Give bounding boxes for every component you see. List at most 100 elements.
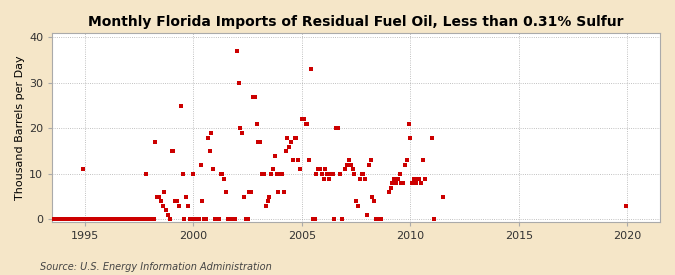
Point [141, 172, 152, 176]
Point [315, 167, 325, 172]
Point [275, 172, 286, 176]
Point [148, 217, 159, 222]
Point [65, 217, 76, 222]
Point [107, 217, 117, 222]
Point [96, 217, 107, 222]
Point [398, 181, 408, 185]
Y-axis label: Thousand Barrels per Day: Thousand Barrels per Day [15, 55, 25, 200]
Point [269, 153, 280, 158]
Point [233, 81, 244, 85]
Point [150, 140, 161, 144]
Point [412, 176, 423, 181]
Point [63, 217, 74, 222]
Point [123, 217, 134, 222]
Point [327, 172, 338, 176]
Point [356, 172, 367, 176]
Point [363, 163, 374, 167]
Point [173, 204, 184, 208]
Point [419, 176, 430, 181]
Point [105, 217, 115, 222]
Point [163, 213, 173, 217]
Point [280, 149, 291, 153]
Point [103, 217, 114, 222]
Point [322, 172, 333, 176]
Point [67, 217, 78, 222]
Point [277, 172, 288, 176]
Point [211, 217, 222, 222]
Point [199, 217, 210, 222]
Point [267, 167, 278, 172]
Point [134, 217, 144, 222]
Point [323, 176, 334, 181]
Point [213, 217, 224, 222]
Point [101, 217, 112, 222]
Title: Monthly Florida Imports of Residual Fuel Oil, Less than 0.31% Sulfur: Monthly Florida Imports of Residual Fuel… [88, 15, 624, 29]
Point [54, 217, 65, 222]
Point [371, 217, 381, 222]
Point [206, 131, 217, 135]
Point [51, 217, 61, 222]
Point [72, 217, 83, 222]
Point [391, 181, 402, 185]
Point [92, 217, 103, 222]
Point [410, 181, 421, 185]
Point [360, 176, 371, 181]
Point [83, 217, 94, 222]
Point [344, 158, 354, 163]
Point [253, 140, 264, 144]
Point [336, 217, 347, 222]
Point [429, 217, 439, 222]
Point [250, 94, 261, 99]
Point [320, 167, 331, 172]
Point [295, 167, 306, 172]
Point [221, 190, 232, 194]
Point [176, 103, 186, 108]
Point [427, 135, 437, 140]
Point [53, 217, 63, 222]
Point [157, 204, 168, 208]
Point [298, 117, 309, 122]
Point [389, 176, 400, 181]
Point [126, 217, 137, 222]
Point [309, 217, 320, 222]
Point [168, 149, 179, 153]
Point [186, 217, 197, 222]
Point [121, 217, 132, 222]
Point [256, 172, 267, 176]
Point [171, 199, 182, 204]
Point [61, 217, 72, 222]
Point [329, 217, 340, 222]
Point [402, 158, 412, 163]
Point [195, 163, 206, 167]
Point [318, 176, 329, 181]
Point [80, 217, 90, 222]
Point [90, 217, 101, 222]
Point [194, 217, 205, 222]
Point [235, 126, 246, 131]
Point [376, 217, 387, 222]
Point [418, 158, 429, 163]
Point [387, 181, 398, 185]
Point [278, 190, 289, 194]
Point [85, 217, 96, 222]
Point [240, 217, 251, 222]
Point [369, 199, 379, 204]
Point [59, 217, 70, 222]
Point [385, 185, 396, 190]
Point [109, 217, 119, 222]
Point [200, 217, 211, 222]
Point [346, 163, 356, 167]
Point [239, 194, 250, 199]
Point [325, 172, 336, 176]
Point [282, 135, 293, 140]
Point [78, 167, 88, 172]
Point [119, 217, 130, 222]
Point [58, 217, 69, 222]
Point [383, 190, 394, 194]
Point [293, 158, 304, 163]
Point [165, 217, 176, 222]
Point [367, 194, 378, 199]
Point [403, 122, 414, 126]
Point [405, 135, 416, 140]
Point [286, 140, 296, 144]
